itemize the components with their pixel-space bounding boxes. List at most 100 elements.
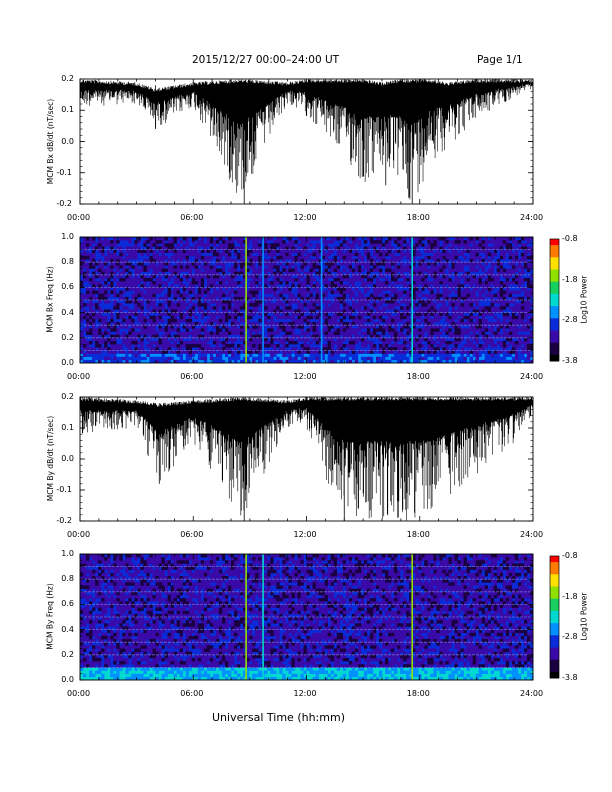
- y-tick-label: 0.2: [61, 392, 75, 401]
- waveform-y-axis-label: MCM Bx dB/dt (nT/sec): [45, 98, 55, 184]
- y-tick-label: 0.0: [61, 675, 75, 684]
- colorbar-segment: [550, 606, 559, 610]
- colorbar-segment: [550, 324, 559, 327]
- colorbar-segment: [550, 334, 559, 338]
- colorbar-segment: [550, 310, 559, 313]
- colorbar-segment: [550, 598, 559, 602]
- colorbar-segment: [550, 318, 559, 321]
- x-tick-label: 12:00: [293, 530, 317, 539]
- waveform-trace: [79, 397, 534, 521]
- colorbar-segment: [550, 576, 559, 579]
- x-tick-label: 12:00: [293, 372, 317, 381]
- colorbar-segment: [550, 596, 559, 600]
- colorbar-segment: [550, 562, 559, 565]
- colorbar-segment: [550, 330, 559, 334]
- colorbar-tick-label: -1.8: [562, 591, 578, 601]
- spectrogram-cells: [80, 237, 534, 354]
- x-tick-label: 24:00: [520, 689, 544, 698]
- colorbar-segment: [550, 300, 559, 303]
- y-tick-label: 0.8: [61, 574, 75, 584]
- colorbar-segment: [550, 665, 559, 669]
- colorbar-segment: [550, 316, 559, 319]
- colorbar-segment: [550, 649, 559, 653]
- colorbar-segment: [550, 621, 559, 624]
- x-tick-label: 06:00: [180, 530, 204, 539]
- colorbar-segment: [550, 588, 559, 592]
- colorbar-tick-label: -2.8: [562, 315, 578, 325]
- colorbar-segment: [550, 340, 559, 344]
- colorbar-segment: [550, 590, 559, 594]
- x-tick-label: 12:00: [293, 213, 317, 222]
- y-tick-label: 0.6: [61, 282, 75, 292]
- y-tick-label: 0.2: [61, 74, 75, 83]
- colorbar-segment: [550, 265, 559, 268]
- colorbar-segment: [550, 293, 559, 297]
- colorbar-segment: [550, 651, 559, 655]
- colorbar-tick-label: -2.8: [562, 632, 578, 642]
- colorbar-frame: [549, 555, 560, 679]
- colorbar-segment: [550, 614, 559, 618]
- y-tick-label: 0.6: [61, 599, 75, 609]
- x-tick-label: 18:00: [406, 689, 430, 698]
- colorbar-segment: [550, 639, 559, 642]
- x-tick-label: 06:00: [180, 213, 204, 222]
- colorbar-segment: [550, 578, 559, 581]
- colorbar-segment: [550, 570, 559, 573]
- colorbar-segment: [550, 275, 559, 279]
- colorbar-segment: [550, 560, 559, 563]
- y-tick-label: 0.8: [61, 257, 75, 267]
- colorbar-segment: [550, 641, 559, 644]
- colorbar-segment: [550, 271, 559, 275]
- colorbar-segment: [550, 273, 559, 277]
- y-tick-label: 0.0: [61, 358, 75, 367]
- x-tick-label: 06:00: [180, 689, 204, 698]
- colorbar-segment: [550, 602, 559, 606]
- colorbar-segment: [550, 342, 559, 346]
- colorbar-segment: [550, 336, 559, 340]
- colorbar-segment: [550, 328, 559, 331]
- colorbar-segment: [550, 582, 559, 585]
- y-tick-label: 0.4: [61, 624, 75, 634]
- colorbar-segment: [550, 306, 559, 309]
- x-tick-label: 12:00: [293, 689, 317, 698]
- colorbar-segment: [550, 289, 559, 293]
- colorbar-segment: [550, 608, 559, 612]
- colorbar-segment: [550, 635, 559, 638]
- colorbar-segment: [550, 580, 559, 583]
- y-tick-label: 0.1: [61, 423, 75, 432]
- colorbar-tick-label: -3.8: [562, 356, 578, 365]
- spectrogram-y-axis-label: MCM By Freq (Hz): [45, 583, 55, 650]
- colorbar-segment: [550, 623, 559, 626]
- colorbar-segment: [550, 663, 559, 667]
- colorbar-segment: [550, 574, 559, 577]
- colorbar-segment: [550, 627, 559, 630]
- colorbar-segment: [550, 354, 559, 358]
- colorbar-segment: [550, 600, 559, 604]
- spectrogram-y-axis-label: MCM Bx Freq (Hz): [45, 266, 55, 333]
- colorbar-segment: [550, 564, 559, 567]
- colorbar-segment: [550, 320, 559, 323]
- colorbar-segment: [550, 568, 559, 571]
- colorbar-segment: [550, 633, 559, 636]
- colorbar-segment: [550, 255, 559, 258]
- colorbar-segment: [550, 344, 559, 348]
- colorbar-segment: [550, 667, 559, 671]
- colorbar-segment: [550, 277, 559, 281]
- date-range-title: 2015/12/27 00:00–24:00 UT: [192, 54, 340, 66]
- colorbar-segment: [550, 645, 559, 648]
- colorbar-segment: [550, 253, 559, 256]
- x-tick-label: 18:00: [406, 530, 430, 539]
- x-axis-label: Universal Time (hh:mm): [212, 711, 345, 724]
- colorbar-segment: [550, 556, 559, 559]
- colorbar-tick-label: -0.8: [562, 234, 578, 243]
- colorbar-segment: [550, 655, 559, 659]
- spectrogram-cells: [80, 554, 534, 668]
- colorbar-segment: [550, 322, 559, 325]
- y-tick-label: -0.2: [56, 516, 72, 525]
- colorbar-segment: [550, 647, 559, 651]
- y-tick-label: 0.2: [61, 649, 75, 659]
- colorbar-segment: [550, 346, 559, 350]
- waveform-trace: [79, 79, 534, 200]
- colorbar-segment: [550, 675, 559, 679]
